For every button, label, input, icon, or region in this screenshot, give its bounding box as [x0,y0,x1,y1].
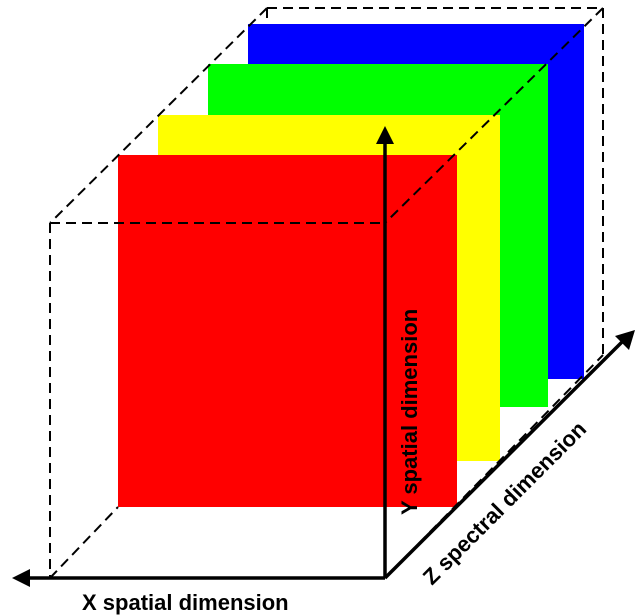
y-axis-label: Y spatial dimension [397,309,422,515]
z-axis-line [383,338,626,580]
y-axis-arrowhead [376,126,394,144]
x-axis-label: X spatial dimension [82,590,289,615]
x-axis-arrowhead [12,569,30,587]
cube-front-outline [49,7,604,579]
z-axis-arrowhead [615,330,635,350]
spectral-layer-red [118,155,457,507]
spectral-layers [118,24,584,507]
axes [12,126,635,587]
